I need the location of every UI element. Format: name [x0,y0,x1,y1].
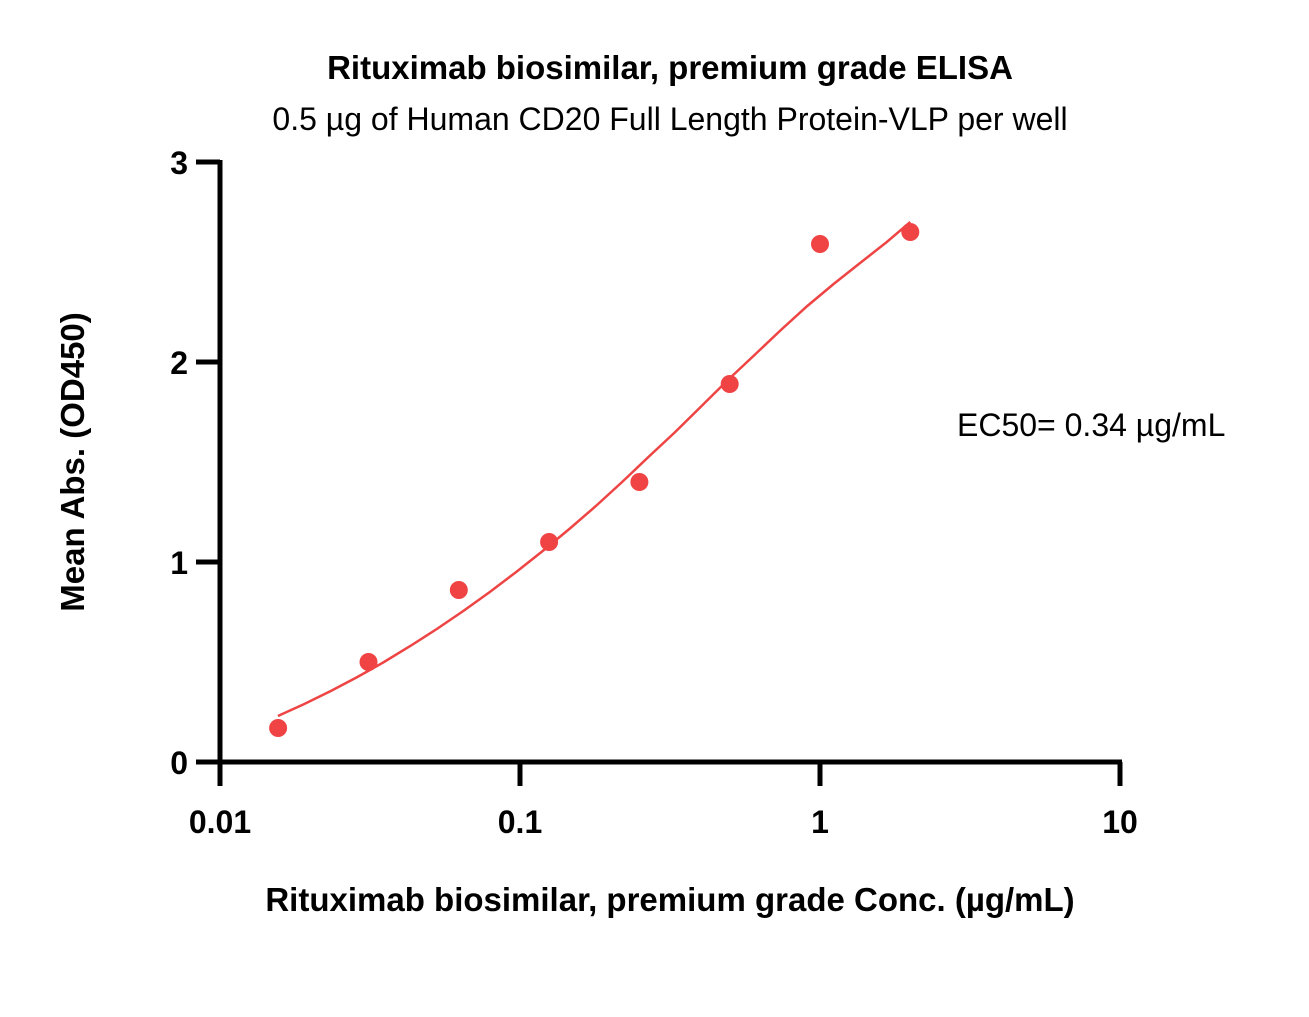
y-tick-label: 0 [170,745,188,781]
data-point [901,223,920,241]
axis-ticks: 0.01 0.1 1 10 0 1 2 3 [170,145,1138,840]
chart-subtitle: 0.5 µg of Human CD20 Full Length Protein… [272,101,1067,137]
data-point [359,653,378,671]
x-axis-label: Rituximab biosimilar, premium grade Conc… [265,881,1074,918]
data-point [269,719,288,737]
y-tick-label: 1 [170,545,188,581]
chart-title: Rituximab biosimilar, premium grade ELIS… [327,49,1013,86]
data-point [720,375,739,393]
x-tick-label: 0.01 [189,804,251,840]
y-tick-label: 3 [170,145,188,181]
y-tick-label: 2 [170,345,188,381]
y-axis-label: Mean Abs. (OD450) [54,312,91,612]
ec50-annotation: EC50= 0.34 µg/mL [957,407,1225,443]
plot-axes [217,160,1122,765]
data-point [811,235,829,253]
x-tick-label: 0.1 [498,804,542,840]
data-point [449,581,468,599]
data-point [540,533,559,551]
data-points [269,223,920,737]
fit-curve [277,221,912,718]
data-point [630,473,649,491]
x-tick-label: 1 [811,804,829,840]
x-tick-label: 10 [1102,804,1138,840]
